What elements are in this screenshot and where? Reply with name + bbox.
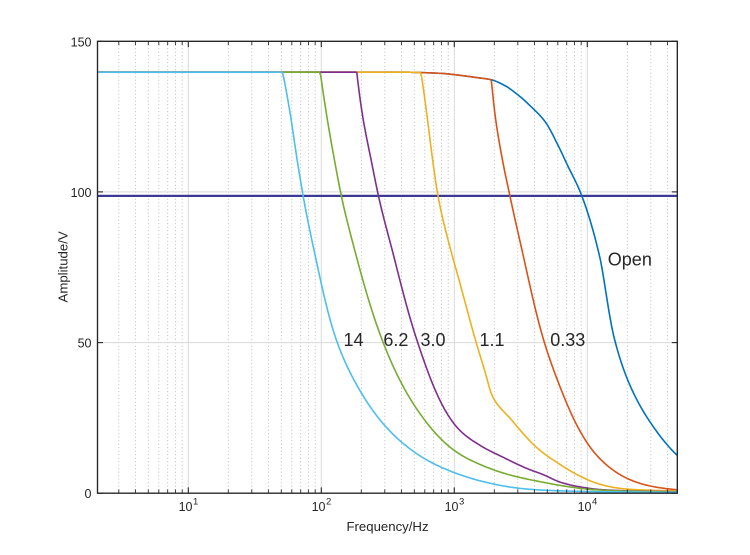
svg-text:1.1: 1.1 (480, 330, 505, 350)
svg-text:150: 150 (71, 35, 92, 49)
svg-text:0.33: 0.33 (550, 330, 585, 350)
svg-text:4: 4 (592, 497, 597, 508)
svg-text:Frequency/Hz: Frequency/Hz (346, 519, 428, 534)
svg-text:100: 100 (71, 186, 92, 200)
svg-text:50: 50 (78, 337, 92, 351)
svg-text:3: 3 (459, 497, 464, 508)
svg-text:0: 0 (85, 487, 92, 501)
svg-text:10: 10 (578, 500, 592, 514)
svg-text:1: 1 (193, 497, 198, 508)
svg-text:10: 10 (312, 500, 326, 514)
svg-text:Amplitude/V: Amplitude/V (56, 231, 71, 302)
svg-text:14: 14 (344, 330, 364, 350)
svg-text:2: 2 (326, 497, 331, 508)
svg-text:10: 10 (445, 500, 459, 514)
svg-text:6.2: 6.2 (383, 330, 408, 350)
svg-text:3.0: 3.0 (421, 330, 446, 350)
svg-text:Open: Open (608, 250, 652, 270)
svg-text:10: 10 (179, 500, 193, 514)
